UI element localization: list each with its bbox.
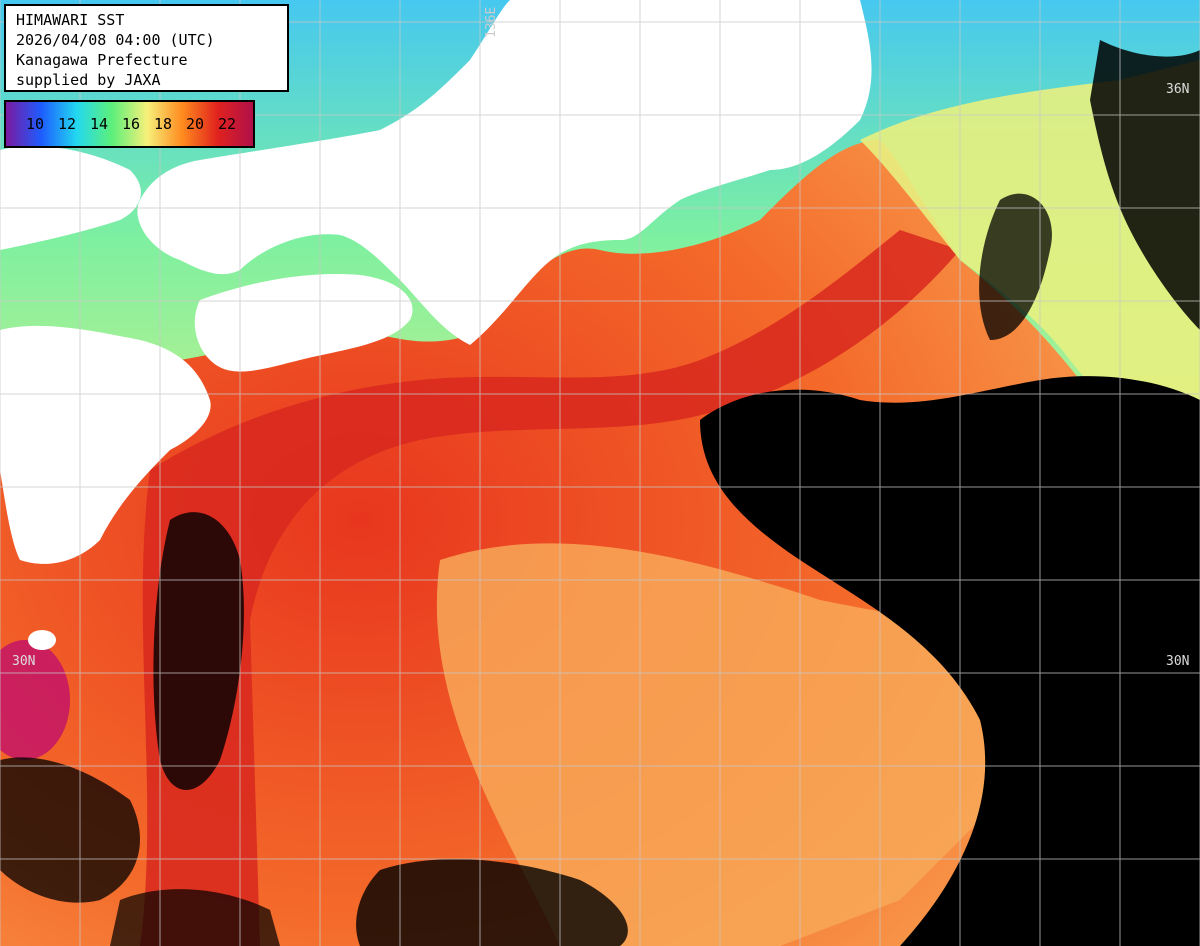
- land-shikoku: [194, 274, 413, 372]
- land-island: [28, 630, 56, 650]
- cold-pocket: [0, 640, 70, 760]
- map-title: HIMAWARI SST: [16, 11, 125, 29]
- nodata-east: [700, 376, 1200, 946]
- mild-region: [436, 543, 1060, 946]
- legend-label: 10: [26, 115, 45, 133]
- nodata-southwest-1: [153, 512, 244, 790]
- nodata-ne-patches: [979, 193, 1052, 340]
- legend-label: 12: [58, 115, 77, 133]
- lon-label-136e: 136E: [484, 6, 499, 38]
- lat-label-30n-east: 30N: [1166, 654, 1190, 669]
- lat-label-30n-west: 30N: [12, 654, 36, 669]
- nodata-northeast: [1090, 40, 1200, 330]
- map-organization: Kanagawa Prefecture: [16, 51, 188, 69]
- legend-label: 22: [218, 115, 237, 133]
- map-credit: supplied by JAXA: [16, 71, 161, 89]
- land-kyushu: [0, 325, 211, 564]
- land-west-coast: [0, 146, 141, 250]
- legend-label: 20: [186, 115, 205, 133]
- legend-label: 16: [122, 115, 141, 133]
- nodata-south-2: [110, 889, 280, 946]
- info-box: HIMAWARI SST 2026/04/08 04:00 (UTC) Kana…: [4, 4, 289, 92]
- land-honshu: [137, 0, 872, 345]
- lat-label-36n: 36N: [1166, 82, 1190, 97]
- map-datetime: 2026/04/08 04:00 (UTC): [16, 31, 215, 49]
- legend-label: 18: [154, 115, 173, 133]
- nodata-southwest-2: [0, 757, 140, 903]
- temperature-legend: 10 12 14 16 18 20 22: [4, 100, 255, 148]
- kuroshio-band: [140, 230, 960, 946]
- legend-label: 14: [90, 115, 109, 133]
